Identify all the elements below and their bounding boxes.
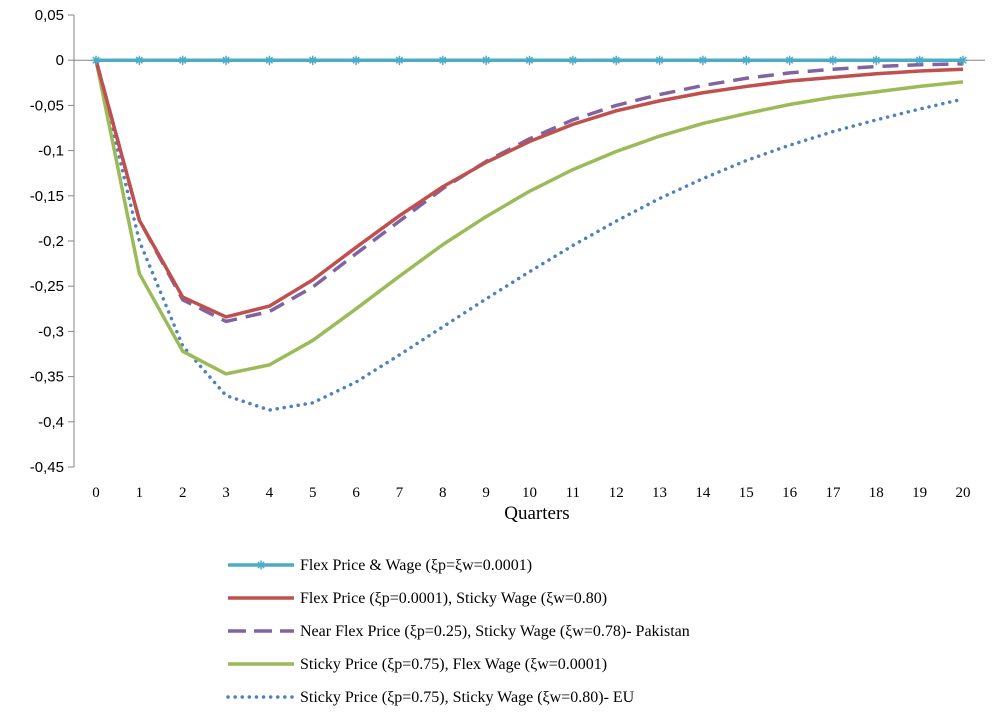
series-1 <box>91 55 968 65</box>
legend-entry: Sticky Price (ξp=0.75), Flex Wage (ξw=0.… <box>228 656 607 673</box>
data-point <box>915 55 925 65</box>
x-tick-label: 9 <box>482 485 490 501</box>
x-tick-label: 20 <box>956 485 971 501</box>
data-point <box>871 55 881 65</box>
data-point <box>828 55 838 65</box>
data-point <box>221 55 231 65</box>
x-tick-label: 13 <box>652 485 667 501</box>
data-point <box>438 55 448 65</box>
x-tick-label: 11 <box>566 485 580 501</box>
x-axis: 0 1 2 3 4 5 6 7 8 9 10 11 12 13 14 15 16 17 18 19 20 <box>74 59 985 501</box>
series-3 <box>94 59 964 324</box>
legend-label: Flex Price & Wage (ξp=ξw=0.0001) <box>300 557 532 574</box>
x-axis-label: Quarters <box>504 503 569 524</box>
series-line <box>94 59 964 376</box>
x-tick-label: 16 <box>782 485 798 501</box>
series-2 <box>94 59 964 319</box>
data-point <box>308 55 318 65</box>
data-point <box>256 560 266 570</box>
x-tick-label: 8 <box>439 485 447 501</box>
data-point <box>91 55 101 65</box>
y-tick-label: 0 <box>56 52 64 69</box>
data-point <box>481 55 491 65</box>
x-tick-label: 15 <box>739 485 754 501</box>
x-tick-label: 3 <box>222 485 230 501</box>
data-point <box>741 55 751 65</box>
y-tick-label: -0,05 <box>30 97 64 114</box>
x-tick-label: 6 <box>352 485 360 501</box>
legend-entry: Near Flex Price (ξp=0.25), Sticky Wage (… <box>228 623 690 640</box>
legend-entry: Flex Price (ξp=0.0001), Sticky Wage (ξw=… <box>228 590 607 607</box>
y-tick-label: -0,35 <box>30 369 64 386</box>
x-tick-label: 18 <box>869 485 884 501</box>
data-point <box>264 55 274 65</box>
series-line <box>94 58 965 412</box>
series-layer <box>91 55 968 412</box>
legend-label: Sticky Price (ξp=0.75), Flex Wage (ξw=0.… <box>300 656 607 673</box>
y-tick-label: -0,1 <box>38 143 64 160</box>
x-tick-label: 2 <box>179 485 187 501</box>
data-point <box>655 55 665 65</box>
data-point <box>134 55 144 65</box>
data-point <box>351 55 361 65</box>
series-4 <box>94 59 964 376</box>
y-tick-label: -0,45 <box>30 459 64 476</box>
data-point <box>525 55 534 65</box>
x-tick-label: 12 <box>609 485 624 501</box>
series-line <box>94 59 964 319</box>
y-tick-label: -0,3 <box>38 323 64 340</box>
y-tick-label: -0,25 <box>30 278 64 295</box>
series-line <box>94 59 964 324</box>
x-tick-label: 7 <box>396 485 404 501</box>
data-point <box>698 55 708 65</box>
x-tick-label: 4 <box>266 485 274 501</box>
x-tick-label: 0 <box>92 485 100 501</box>
y-tick-label: -0,15 <box>30 188 64 205</box>
legend: Flex Price & Wage (ξp=ξw=0.0001) Flex Pri… <box>226 557 690 706</box>
data-point <box>785 55 795 65</box>
data-point <box>568 55 578 65</box>
x-tick-label: 19 <box>912 485 927 501</box>
x-tick-label: 14 <box>695 485 711 501</box>
series-5 <box>94 58 965 412</box>
legend-label: Sticky Price (ξp=0.75), Sticky Wage (ξw=… <box>300 689 635 706</box>
legend-label: Flex Price (ξp=0.0001), Sticky Wage (ξw=… <box>300 590 607 607</box>
data-point <box>958 55 968 65</box>
data-point <box>611 55 621 65</box>
x-tick-label: 10 <box>522 485 537 501</box>
y-tick-label: 0,05 <box>35 7 64 24</box>
legend-label: Near Flex Price (ξp=0.25), Sticky Wage (… <box>300 623 690 640</box>
y-axis: 0,05 0 -0,05 -0,1 -0,15 -0,2 -0,25 -0,3 -0,35 -0,… <box>30 7 75 476</box>
y-tick-label: -0,2 <box>38 233 64 250</box>
data-point <box>394 55 404 65</box>
legend-entry: Flex Price & Wage (ξp=ξw=0.0001) <box>228 557 532 574</box>
x-tick-label: 1 <box>136 485 144 501</box>
y-tick-label: -0,4 <box>38 414 64 431</box>
data-point <box>178 55 188 65</box>
x-tick-label: 17 <box>825 485 841 501</box>
legend-entry: Sticky Price (ξp=0.75), Sticky Wage (ξw=… <box>226 689 635 706</box>
x-tick-label: 5 <box>309 485 317 501</box>
